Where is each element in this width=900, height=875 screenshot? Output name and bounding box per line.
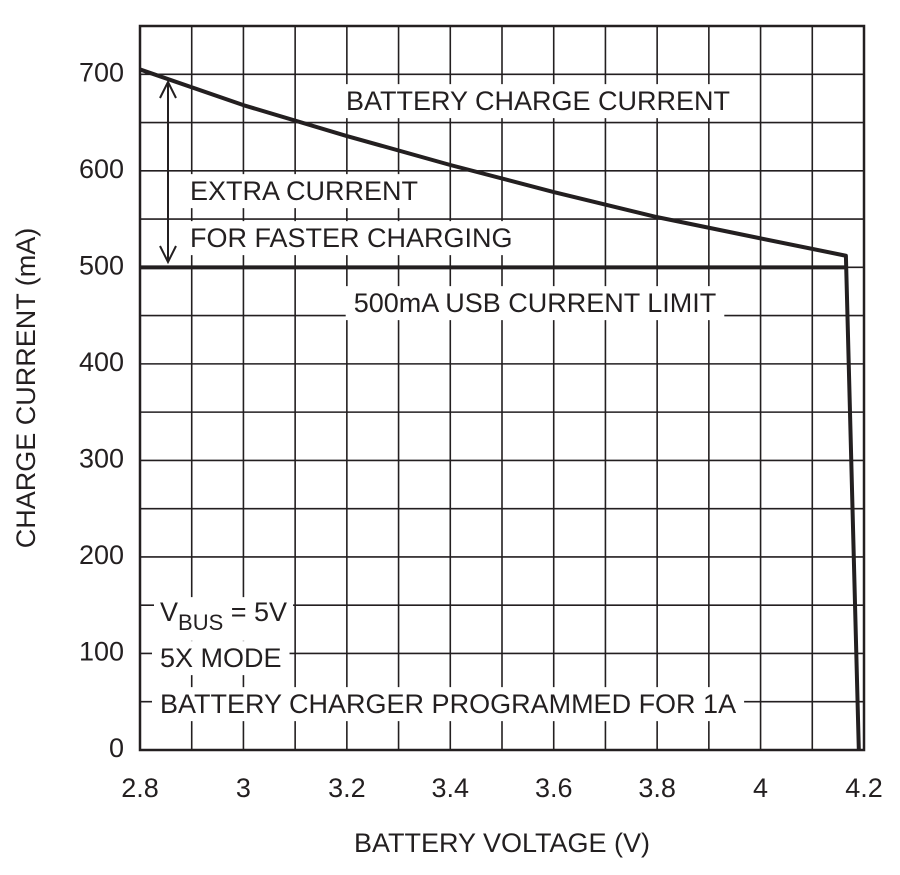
y-tick-label: 200	[79, 540, 124, 570]
labels: BATTERY CHARGE CURRENT 500mA USB CURRENT …	[152, 84, 745, 722]
x-axis-label: BATTERY VOLTAGE (V)	[354, 828, 650, 858]
y-tick-label: 400	[79, 347, 124, 377]
x-tick-label: 3.2	[328, 773, 366, 803]
y-tick-label: 0	[109, 733, 124, 763]
x-tick-label: 4	[753, 773, 768, 803]
annotation: FOR FASTER CHARGING	[190, 223, 513, 253]
y-tick-label: 300	[79, 444, 124, 474]
label-background	[182, 174, 427, 209]
y-axis-label: CHARGE CURRENT (mA)	[11, 228, 41, 549]
condition-part: BUS	[178, 610, 223, 635]
condition-programmed: BATTERY CHARGER PROGRAMMED FOR 1A	[160, 689, 736, 719]
label-background	[345, 286, 725, 321]
label-background	[152, 641, 290, 676]
series-line	[139, 67, 861, 751]
annotation: EXTRA CURRENT	[190, 176, 418, 206]
plot-frame	[138, 24, 866, 752]
x-tick-label: 3	[236, 773, 251, 803]
condition-part: V	[160, 597, 178, 627]
condition-part: = 5V	[223, 597, 287, 627]
label-background	[154, 597, 294, 641]
label-background	[182, 221, 521, 256]
label-background	[152, 687, 745, 722]
condition-mode: 5X MODE	[160, 643, 282, 673]
extra-current-arrow	[159, 79, 177, 265]
series-label: 500mA USB CURRENT LIMIT	[354, 288, 717, 318]
y-tick-label: 500	[79, 250, 124, 280]
y-tick-label: 700	[79, 57, 124, 87]
x-tick-label: 3.6	[535, 773, 573, 803]
x-tick-label: 4.2	[845, 773, 883, 803]
label-background	[337, 84, 739, 119]
series-label: BATTERY CHARGE CURRENT	[346, 86, 730, 116]
x-tick-label: 3.4	[432, 773, 470, 803]
y-tick-label: 100	[79, 637, 124, 667]
y-tick-label: 600	[79, 154, 124, 184]
condition-vbus: VBUS = 5V	[160, 597, 287, 635]
x-tick-label: 3.8	[638, 773, 676, 803]
x-tick-label: 2.8	[121, 773, 159, 803]
